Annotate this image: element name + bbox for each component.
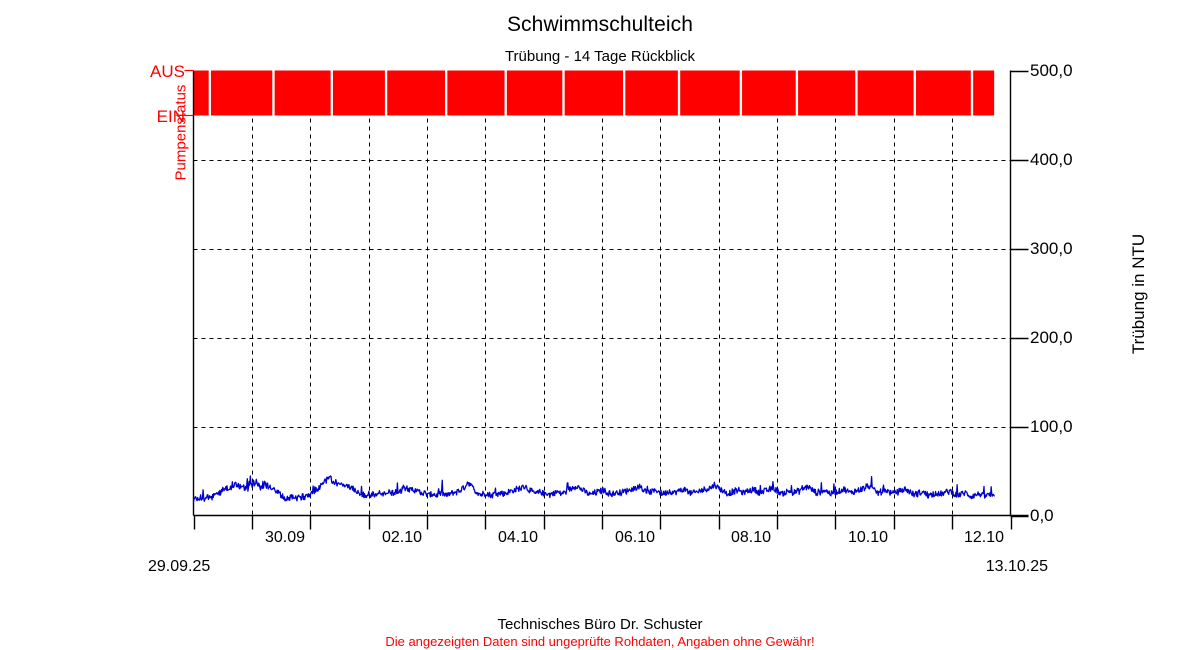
pump-status-on-region (623, 70, 626, 116)
y-tick-label-500: 500,0 (1030, 61, 1073, 80)
y-tick-label-200: 200,0 (1030, 328, 1073, 347)
axis-ticks (184, 69, 1029, 530)
pump-status-on-region (739, 70, 743, 116)
chart-title: Schwimmschulteich (506, 13, 694, 36)
pump-status-on-region (970, 70, 974, 116)
y-tick-label-100: 100,0 (1030, 417, 1073, 436)
x-tick-label-4: 08.10 (730, 529, 772, 546)
x-tick-label-6: 12.10 (963, 529, 1005, 546)
footer-disclaimer: Die angezeigten Daten sind ungeprüfte Ro… (385, 634, 815, 649)
x-tick-label-1: 02.10 (381, 529, 423, 546)
pump-status-on-region (562, 70, 565, 116)
x-axis-start-date: 29.09.25 (148, 558, 211, 575)
pump-status-on-region (504, 70, 507, 116)
pump-status-on-region (384, 70, 388, 116)
pump-status-off-region (193, 70, 995, 116)
turbidity-line (192, 475, 995, 503)
pump-status-on-region (855, 70, 858, 116)
x-axis-end-date: 13.10.25 (985, 558, 1048, 575)
pump-status-band (193, 70, 995, 116)
pump-status-on-region (445, 70, 448, 116)
x-tick-label-3: 06.10 (614, 529, 656, 546)
pump-status-label-on: EIN (156, 107, 185, 126)
axis-frame (192, 70, 1029, 517)
x-tick-label-2: 04.10 (497, 529, 539, 546)
pump-status-on-region (677, 70, 681, 116)
y-tick-label-300: 300,0 (1030, 239, 1073, 258)
footer-credit: Technisches Büro Dr. Schuster (497, 616, 703, 633)
y-tick-label-0: 0,0 (1030, 506, 1054, 525)
chart-subtitle: Trübung - 14 Tage Rückblick (504, 48, 696, 65)
vertical-gridlines (252, 70, 953, 516)
pump-status-on-region (208, 70, 212, 116)
y-tick-label-400: 400,0 (1030, 150, 1073, 169)
pump-status-on-region (272, 70, 275, 116)
horizontal-gridlines (193, 160, 1011, 428)
pump-status-label-off: AUS (150, 62, 185, 81)
pump-status-on-region (913, 70, 916, 116)
x-tick-label-0: 30.09 (264, 529, 306, 546)
pump-status-on-region (330, 70, 333, 116)
pump-status-on-region (795, 70, 799, 116)
x-tick-label-5: 10.10 (847, 529, 889, 546)
